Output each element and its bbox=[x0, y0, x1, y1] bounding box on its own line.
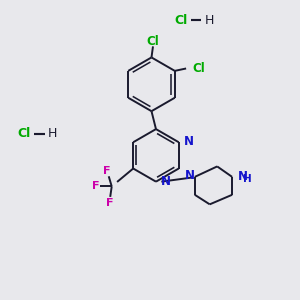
Text: F: F bbox=[103, 166, 111, 176]
Text: H: H bbox=[48, 127, 57, 140]
Text: H: H bbox=[204, 14, 214, 27]
Text: N: N bbox=[184, 134, 194, 148]
Text: H: H bbox=[244, 174, 252, 184]
Text: Cl: Cl bbox=[17, 127, 30, 140]
Text: F: F bbox=[106, 198, 113, 208]
Text: N: N bbox=[184, 169, 194, 182]
Text: Cl: Cl bbox=[174, 14, 187, 27]
Text: F: F bbox=[92, 182, 99, 191]
Text: Cl: Cl bbox=[192, 62, 205, 75]
Text: N: N bbox=[238, 170, 248, 183]
Text: N: N bbox=[161, 175, 171, 188]
Text: Cl: Cl bbox=[147, 35, 159, 48]
